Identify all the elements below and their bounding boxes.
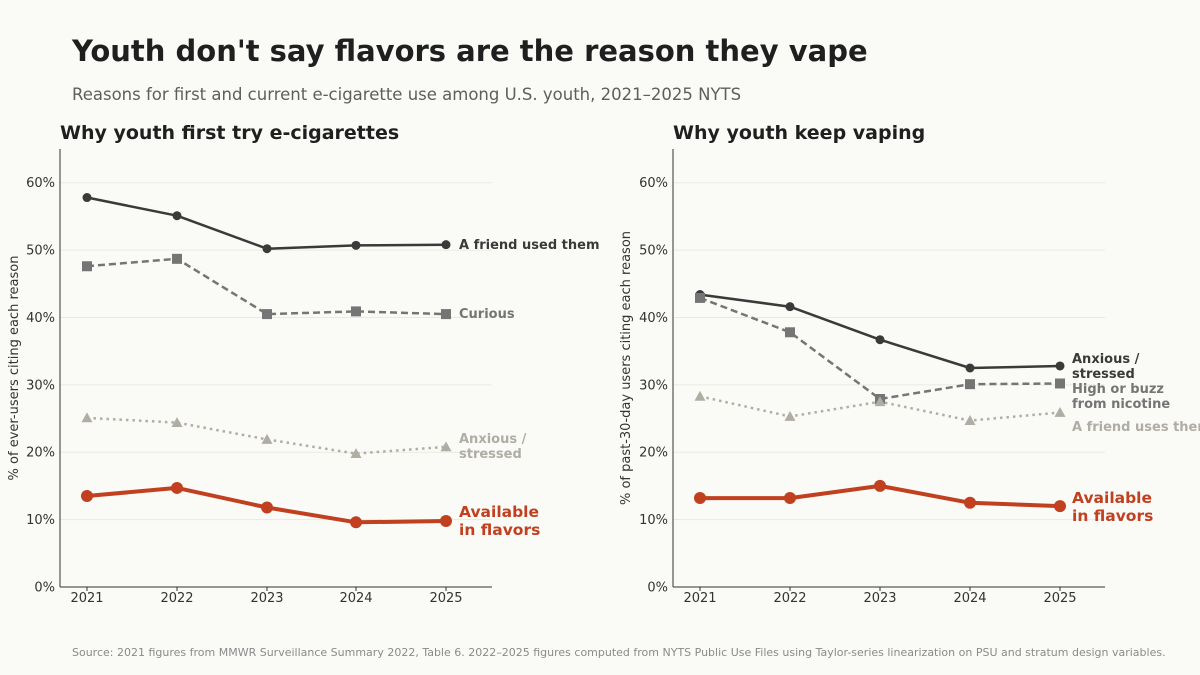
- y-tick-label: 40%: [639, 311, 668, 326]
- y-tick-label: 60%: [639, 176, 668, 191]
- series-label-line: stressed: [1072, 367, 1135, 382]
- series-label-line: Available: [1072, 489, 1152, 507]
- data-point: [441, 309, 451, 320]
- series-line: [86, 196, 447, 250]
- x-tick-label: 2025: [1043, 591, 1076, 606]
- y-tick-label: 0%: [34, 581, 55, 596]
- data-point: [695, 292, 705, 303]
- x-tick-label: 2024: [953, 591, 986, 606]
- series-label: Curious: [459, 307, 515, 322]
- data-point: [81, 412, 93, 423]
- series-label: High or buzz from nicotine: [1072, 382, 1170, 412]
- series-label: Available in flavors: [1072, 489, 1153, 525]
- y-tick-label: 10%: [26, 513, 55, 528]
- page-title: Youth don't say flavors are the reason t…: [72, 34, 868, 68]
- data-point: [694, 492, 706, 505]
- data-point: [82, 261, 92, 272]
- series-label-line: Anxious /: [1072, 352, 1140, 367]
- data-point: [261, 433, 273, 444]
- data-point: [875, 335, 885, 345]
- y-tick-label: 20%: [26, 446, 55, 461]
- x-tick-label: 2022: [160, 591, 193, 606]
- data-point: [694, 390, 706, 401]
- data-point: [1055, 378, 1065, 389]
- data-point: [1054, 406, 1066, 417]
- series-line: [86, 257, 447, 316]
- chart-title: Why youth keep vaping: [673, 122, 925, 144]
- y-tick-label: 40%: [26, 311, 55, 326]
- series-label-line: in flavors: [459, 521, 540, 539]
- y-axis-label: % of ever-users citing each reason: [7, 256, 22, 481]
- x-tick-label: 2025: [429, 591, 462, 606]
- data-point: [262, 244, 272, 254]
- series-label-line: Anxious /: [459, 432, 527, 447]
- series-label-line: Available: [459, 503, 539, 521]
- y-tick-label: 50%: [639, 244, 668, 259]
- data-point: [964, 496, 976, 509]
- y-axis-label: % of past-30-day users citing each reaso…: [619, 231, 634, 505]
- data-point: [785, 327, 795, 338]
- data-point: [351, 306, 361, 317]
- data-point: [965, 379, 975, 390]
- data-point: [440, 514, 452, 527]
- data-point: [350, 448, 362, 458]
- series-label: A friend uses them: [1072, 420, 1200, 435]
- x-tick-label: 2023: [863, 591, 896, 606]
- data-point: [784, 411, 796, 421]
- x-tick-label: 2023: [250, 591, 283, 606]
- chart-title: Why youth first try e-cigarettes: [60, 122, 399, 144]
- data-point: [351, 240, 361, 250]
- data-point: [1055, 361, 1065, 371]
- y-tick-label: 10%: [639, 513, 668, 528]
- series-label-line: High or buzz: [1072, 382, 1164, 397]
- y-tick-label: 30%: [639, 378, 668, 393]
- series-label-line: from nicotine: [1072, 397, 1170, 412]
- series-label-line: stressed: [459, 447, 522, 462]
- data-point: [440, 441, 452, 452]
- data-point: [785, 302, 795, 312]
- chart-panel-1: Why youth first try e-cigarettes 0% 10% 20%…: [7, 122, 600, 606]
- data-point: [261, 501, 273, 514]
- data-point: [82, 193, 92, 203]
- series-label-line: in flavors: [1072, 507, 1153, 525]
- y-tick-label: 50%: [26, 244, 55, 259]
- data-point: [172, 211, 182, 221]
- series-label: Available in flavors: [459, 503, 540, 539]
- series-line: [86, 416, 447, 455]
- y-tick-label: 30%: [26, 378, 55, 393]
- y-tick-label: 60%: [26, 176, 55, 191]
- series-label: A friend used them: [459, 238, 600, 253]
- data-point: [784, 492, 796, 505]
- data-point: [441, 240, 451, 250]
- x-tick-label: 2021: [683, 591, 716, 606]
- data-point: [965, 363, 975, 373]
- data-point: [262, 309, 272, 320]
- data-point: [350, 516, 362, 529]
- x-tick-label: 2024: [339, 591, 372, 606]
- y-tick-label: 20%: [639, 446, 668, 461]
- chart-panel-2: Why youth keep vaping 0% 10% 20% 30% 40% 50% 60…: [619, 122, 1200, 606]
- data-point: [964, 415, 976, 425]
- data-point: [171, 417, 183, 427]
- series-line: [699, 296, 1061, 401]
- series-label: Anxious / stressed: [1072, 352, 1140, 382]
- data-point: [874, 396, 886, 407]
- source-note: Source: 2021 figures from MMWR Surveilla…: [72, 646, 1166, 659]
- series-line: [699, 293, 1061, 370]
- x-tick-label: 2022: [773, 591, 806, 606]
- page-subtitle: Reasons for first and current e-cigarett…: [72, 85, 742, 104]
- data-point: [81, 490, 93, 503]
- series-label: Anxious / stressed: [459, 432, 527, 462]
- y-tick-label: 0%: [647, 581, 668, 596]
- data-point: [1054, 500, 1066, 513]
- data-point: [172, 253, 182, 264]
- data-point: [874, 479, 886, 492]
- data-point: [171, 481, 183, 494]
- x-tick-label: 2021: [70, 591, 103, 606]
